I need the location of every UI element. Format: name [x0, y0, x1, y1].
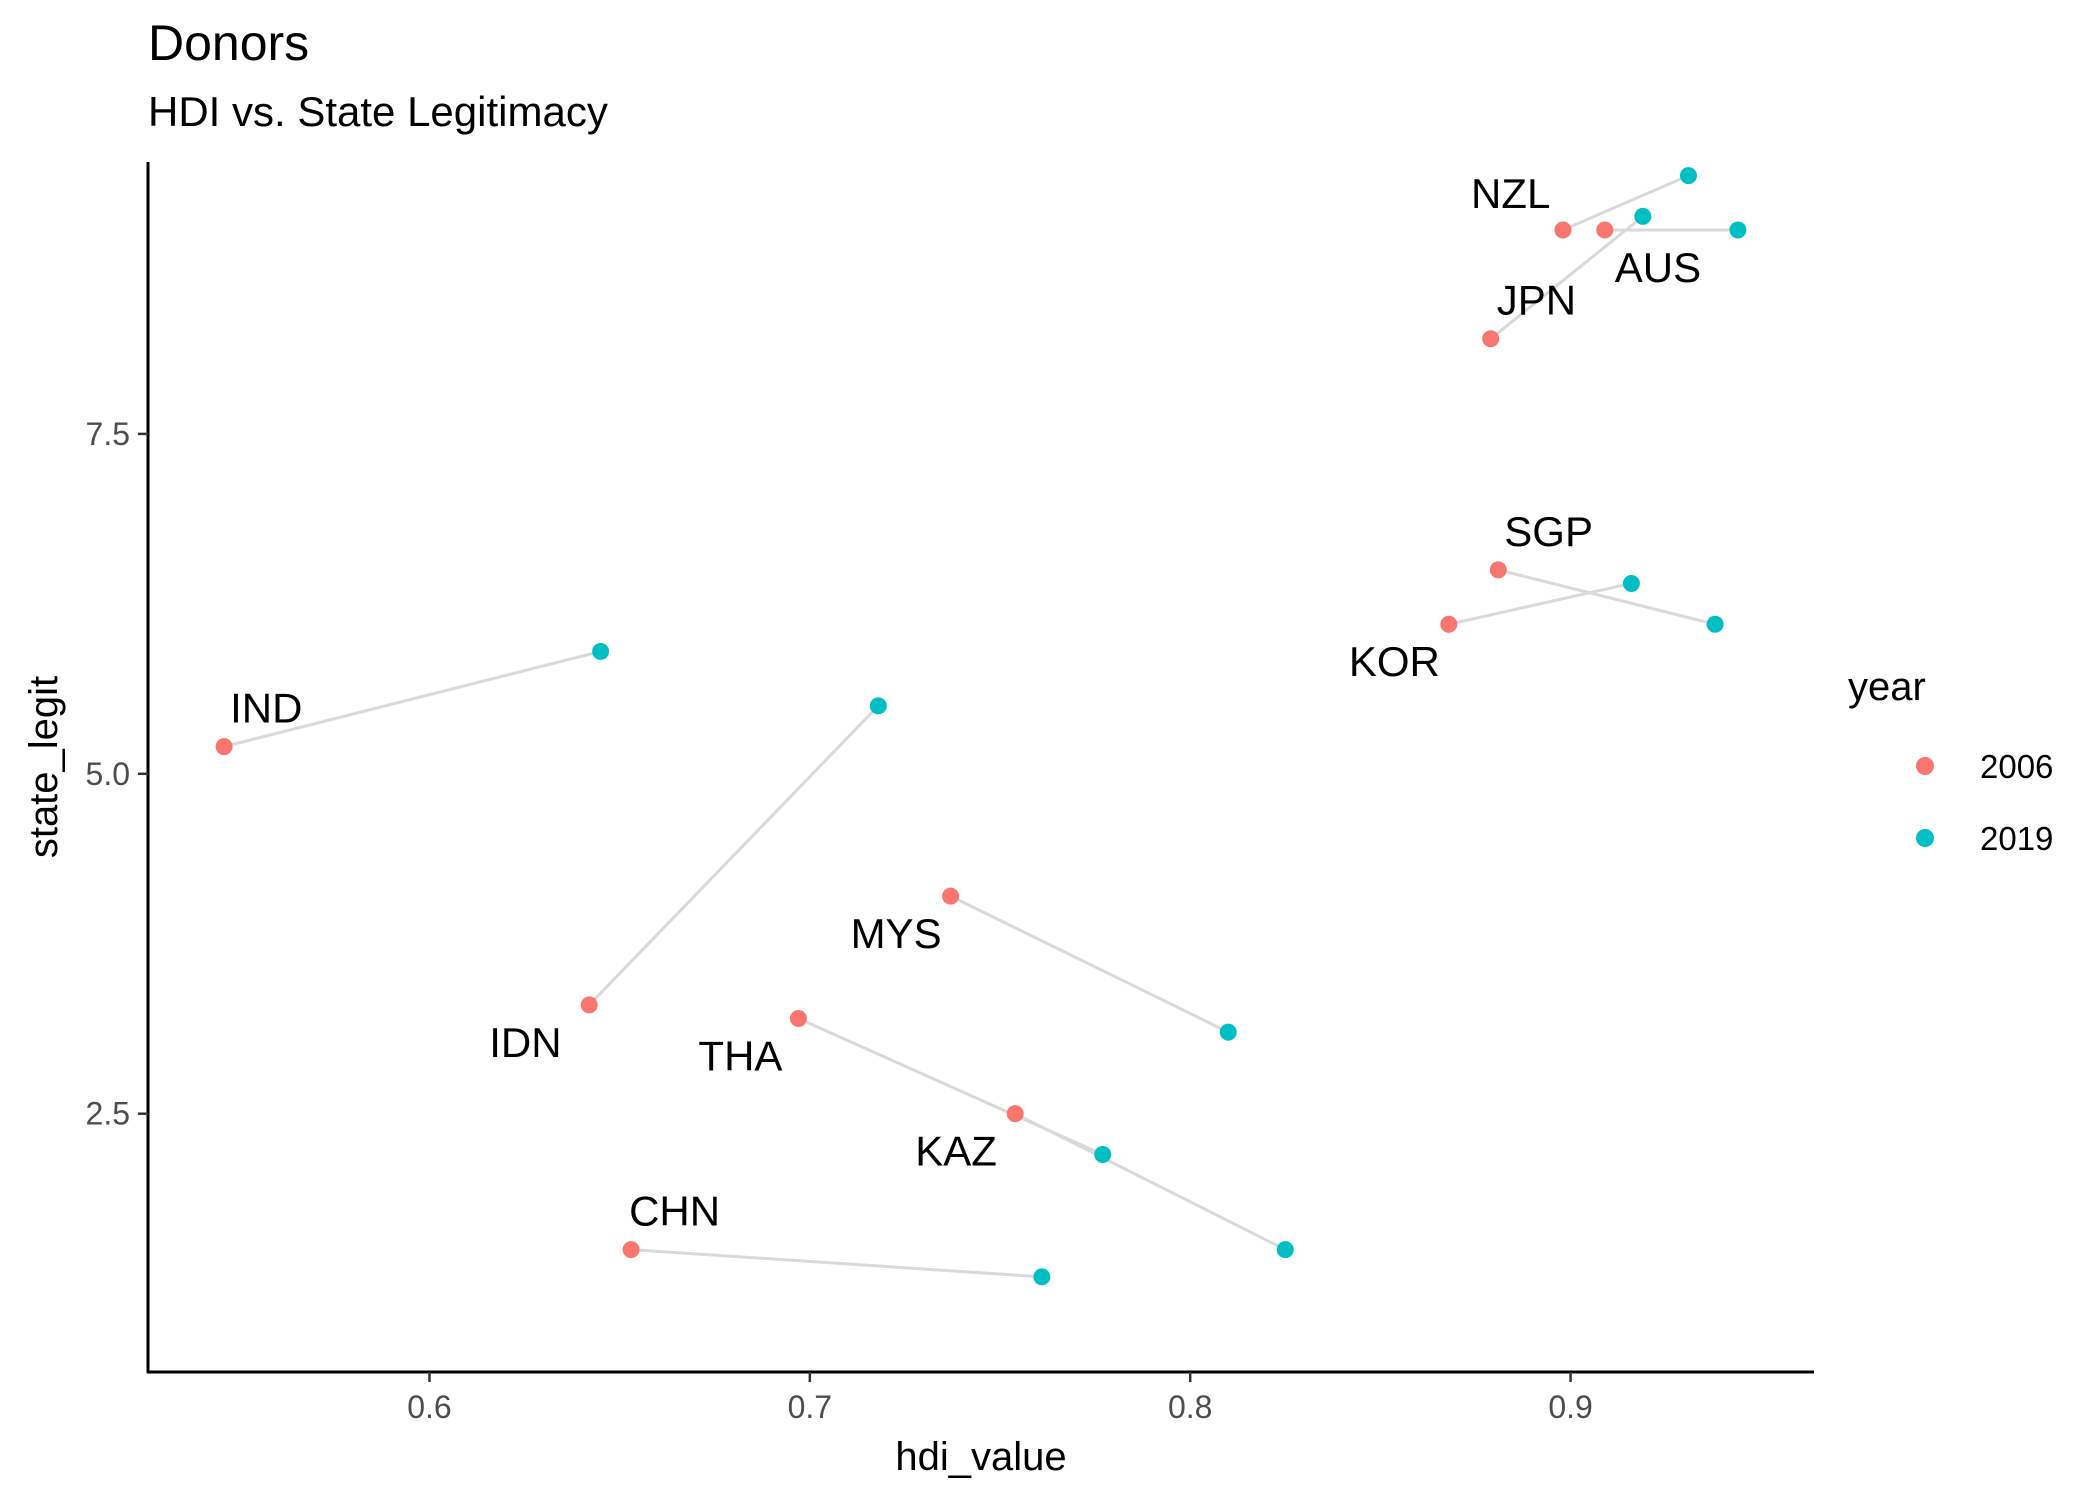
- x-tick-label: 0.9: [1548, 1389, 1592, 1425]
- x-tick-label: 0.7: [788, 1389, 832, 1425]
- point-2006-chn: [622, 1241, 640, 1259]
- y-tick-label: 7.5: [86, 416, 130, 452]
- point-label-idn: IDN: [489, 1019, 561, 1066]
- legend: year 2006 2019: [1848, 665, 2053, 857]
- point-2006-kaz: [1006, 1105, 1024, 1123]
- point-label-jpn: JPN: [1497, 277, 1576, 324]
- connector-nzl: [1562, 174, 1690, 232]
- y-tick-label: 2.5: [86, 1096, 130, 1132]
- connector-mys: [949, 894, 1229, 1034]
- x-tick-label: 0.8: [1168, 1389, 1212, 1425]
- point-2019-chn: [1033, 1268, 1051, 1286]
- legend-key-2006: [1916, 757, 1934, 775]
- axes: 0.6 0.7 0.8 0.9 2.5 5.0 7.5 hdi_value state_legi…: [22, 162, 1814, 1479]
- point-2006-aus: [1596, 221, 1614, 239]
- point-labels: NZL AUS JPN SGP KOR IND IDN MYS THA KAZ CHN: [230, 170, 1701, 1235]
- chart-title: Donors: [148, 15, 310, 71]
- connector-ind: [223, 649, 602, 749]
- point-2006-nzl: [1554, 221, 1572, 239]
- point-2019-kaz: [1276, 1241, 1294, 1259]
- point-2006-tha: [789, 1010, 807, 1028]
- point-2019-kor: [1622, 574, 1640, 592]
- connector-kaz: [1014, 1112, 1286, 1251]
- point-2006-idn: [580, 996, 598, 1014]
- data-points: [215, 167, 1747, 1286]
- connector-idn: [588, 704, 880, 1006]
- connector-sgp: [1497, 568, 1716, 626]
- point-2006-kor: [1440, 615, 1458, 633]
- point-label-mys: MYS: [851, 910, 942, 957]
- y-tick-label: 5.0: [86, 756, 130, 792]
- legend-label-2006: 2006: [1980, 748, 2053, 785]
- point-label-nzl: NZL: [1471, 170, 1550, 217]
- connector-jpn: [1489, 215, 1644, 340]
- legend-title: year: [1848, 665, 1926, 709]
- point-2019-idn: [869, 697, 887, 715]
- point-label-aus: AUS: [1615, 244, 1701, 291]
- legend-key-2019: [1916, 829, 1934, 847]
- point-2006-sgp: [1489, 561, 1507, 579]
- point-2019-aus: [1729, 221, 1747, 239]
- connector-kor: [1448, 581, 1632, 626]
- point-2019-nzl: [1679, 167, 1697, 185]
- point-2006-jpn: [1482, 330, 1500, 348]
- point-label-kor: KOR: [1349, 638, 1440, 685]
- point-2019-ind: [592, 642, 610, 660]
- x-tick-label: 0.6: [407, 1389, 451, 1425]
- point-2006-mys: [942, 887, 960, 905]
- point-2019-sgp: [1706, 615, 1724, 633]
- y-axis-title: state_legit: [22, 676, 66, 858]
- point-2019-tha: [1094, 1145, 1112, 1163]
- x-axis-title: hdi_value: [895, 1435, 1066, 1479]
- point-label-sgp: SGP: [1504, 508, 1593, 555]
- point-label-tha: THA: [698, 1033, 782, 1080]
- connector-lines: [223, 174, 1738, 1279]
- chart-subtitle: HDI vs. State Legitimacy: [148, 88, 608, 135]
- point-label-kaz: KAZ: [915, 1128, 997, 1175]
- point-label-chn: CHN: [629, 1188, 720, 1235]
- legend-label-2019: 2019: [1980, 820, 2053, 857]
- point-2006-ind: [215, 738, 233, 756]
- point-2019-mys: [1219, 1023, 1237, 1041]
- point-2019-jpn: [1634, 207, 1652, 225]
- connector-chn: [630, 1248, 1042, 1279]
- point-label-ind: IND: [230, 685, 302, 732]
